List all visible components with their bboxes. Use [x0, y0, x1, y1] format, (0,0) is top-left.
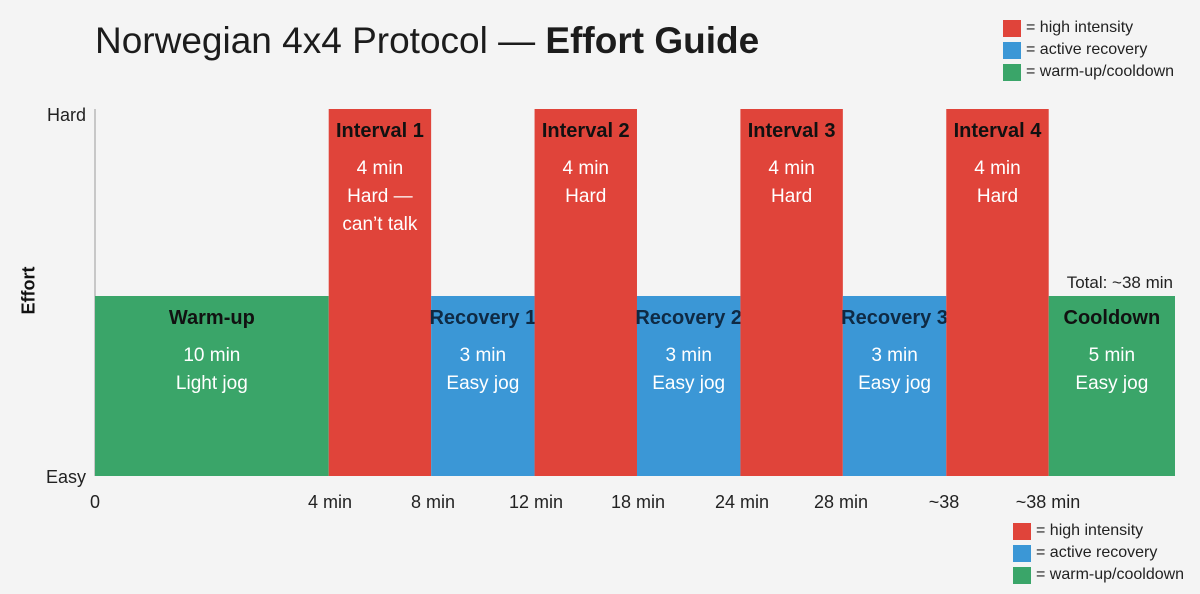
- legend-swatch-easy: [1013, 566, 1031, 584]
- bar-detail-cooldown: Easy jog: [1075, 373, 1148, 394]
- bar-detail-recovery-2: Easy jog: [652, 373, 725, 394]
- bar-title-warm-up: Warm-up: [169, 307, 255, 329]
- y-tick-label: Hard: [47, 105, 86, 125]
- x-tick-label: ~38: [929, 492, 960, 512]
- x-tick-label: 8 min: [411, 492, 455, 512]
- bar-cooldown: [1048, 296, 1175, 476]
- x-tick-label: 18 min: [611, 492, 665, 512]
- x-tick-label: 24 min: [715, 492, 769, 512]
- x-tick-label: ~38 min: [1016, 492, 1081, 512]
- legend-item-easy: = warm-up/cooldown: [1003, 61, 1174, 83]
- legend-bottom: = high intensity = active recovery = war…: [1013, 520, 1184, 586]
- bar-detail-recovery-1: 3 min: [460, 345, 506, 366]
- x-tick-label: 0: [90, 492, 100, 512]
- bar-detail-recovery-3: Easy jog: [858, 373, 931, 394]
- bar-detail-recovery-1: Easy jog: [446, 373, 519, 394]
- bar-title-cooldown: Cooldown: [1064, 307, 1161, 329]
- bar-recovery-1: [431, 296, 535, 476]
- chart-title-emphasis: Effort Guide: [545, 20, 760, 61]
- bar-title-recovery-3: Recovery 3: [841, 307, 948, 329]
- bar-recovery-2: [636, 296, 741, 476]
- bar-interval-3: [740, 109, 843, 476]
- legend-swatch-recovery: [1003, 41, 1021, 59]
- legend-label-high: = high intensity: [1036, 522, 1144, 539]
- bar-detail-recovery-2: 3 min: [665, 345, 711, 366]
- legend-item-high: = high intensity: [1013, 520, 1184, 542]
- legend-item-recovery: = active recovery: [1013, 542, 1184, 564]
- bar-detail-interval-4: Hard: [977, 186, 1018, 207]
- legend-label-easy: = warm-up/cooldown: [1036, 566, 1185, 583]
- legend-swatch-high: [1003, 19, 1021, 37]
- chart-title: Norwegian 4x4 Protocol — Effort Guide: [95, 20, 759, 62]
- bar-detail-interval-4: 4 min: [974, 158, 1020, 179]
- bar-detail-warm-up: Light jog: [176, 373, 248, 394]
- bar-detail-recovery-3: 3 min: [871, 345, 917, 366]
- bar-detail-cooldown: 5 min: [1089, 345, 1135, 366]
- y-tick-label: Easy: [46, 467, 86, 487]
- bar-title-interval-1: Interval 1: [336, 120, 424, 142]
- x-tick-label: 12 min: [509, 492, 563, 512]
- legend-label-high: = high intensity: [1026, 19, 1134, 36]
- bar-title-interval-2: Interval 2: [542, 120, 630, 142]
- bar-detail-interval-1: Hard —: [347, 186, 412, 207]
- legend-label-recovery: = active recovery: [1036, 544, 1158, 561]
- legend-swatch-recovery: [1013, 544, 1031, 562]
- legend-swatch-high: [1013, 522, 1031, 540]
- bar-interval-1: [328, 109, 432, 476]
- bar-recovery-3: [842, 296, 947, 476]
- bar-warm-up: [95, 296, 329, 476]
- legend-item-recovery: = active recovery: [1003, 39, 1174, 61]
- bar-interval-4: [946, 109, 1049, 476]
- chart-title-main: Norwegian 4x4 Protocol —: [95, 20, 546, 61]
- legend-label-recovery: = active recovery: [1026, 41, 1148, 58]
- x-tick-label: 28 min: [814, 492, 868, 512]
- bar-detail-interval-1: 4 min: [357, 158, 403, 179]
- bar-detail-interval-3: 4 min: [768, 158, 814, 179]
- bar-detail-interval-1: can’t talk: [342, 214, 417, 235]
- bar-title-interval-4: Interval 4: [954, 120, 1043, 142]
- bar-detail-interval-2: Hard: [565, 186, 606, 207]
- x-tick-label: 4 min: [308, 492, 352, 512]
- bar-title-interval-3: Interval 3: [748, 120, 836, 142]
- bar-detail-interval-2: 4 min: [563, 158, 609, 179]
- total-annotation: Total: ~38 min: [1067, 273, 1173, 292]
- bar-title-recovery-1: Recovery 1: [429, 307, 536, 329]
- bar-detail-warm-up: 10 min: [183, 345, 240, 366]
- legend-top: = high intensity = active recovery = war…: [1003, 17, 1174, 83]
- legend-label-easy: = warm-up/cooldown: [1026, 63, 1175, 80]
- legend-swatch-easy: [1003, 63, 1021, 81]
- bar-title-recovery-2: Recovery 2: [635, 307, 742, 329]
- bar-interval-2: [534, 109, 637, 476]
- bar-detail-interval-3: Hard: [771, 186, 812, 207]
- legend-item-easy: = warm-up/cooldown: [1013, 564, 1184, 586]
- legend-item-high: = high intensity: [1003, 17, 1174, 39]
